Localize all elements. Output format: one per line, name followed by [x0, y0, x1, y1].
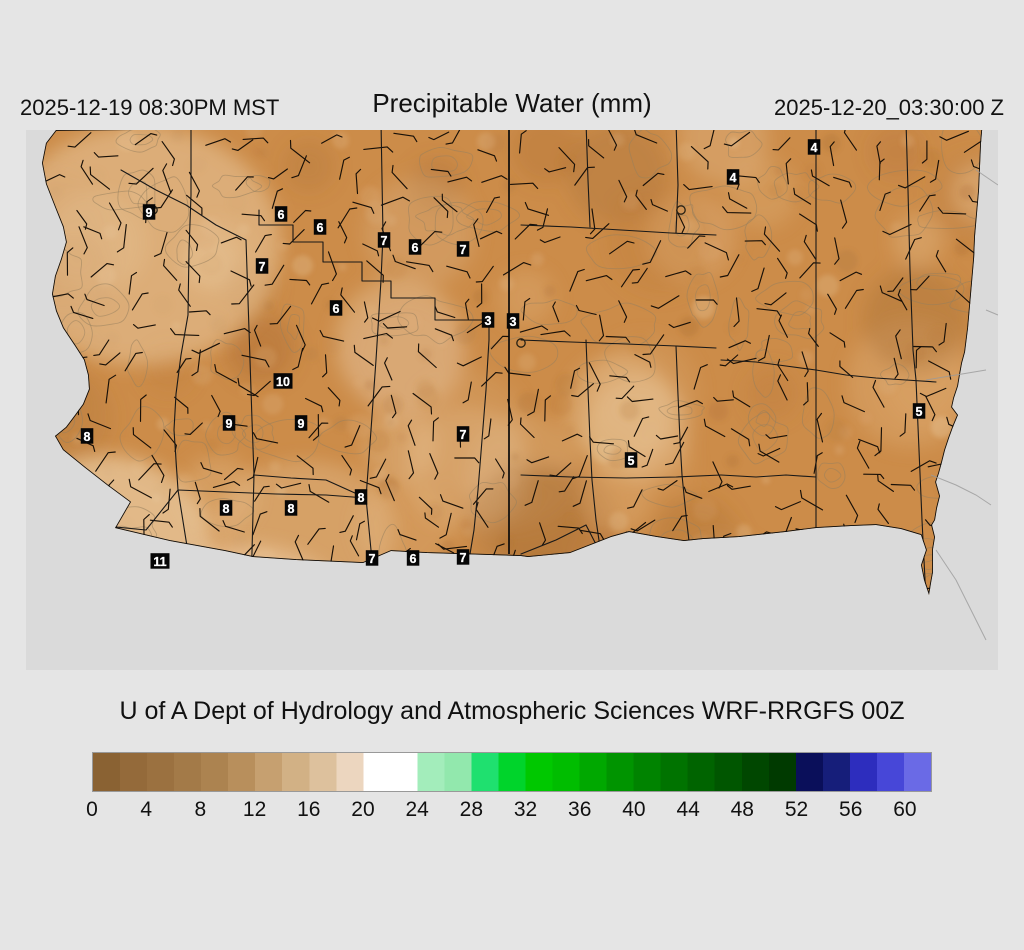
svg-text:10: 10 [276, 375, 290, 389]
svg-text:3: 3 [510, 315, 517, 329]
svg-text:6: 6 [412, 241, 419, 255]
svg-text:8: 8 [288, 502, 295, 516]
svg-text:6: 6 [333, 302, 340, 316]
svg-text:8: 8 [84, 430, 91, 444]
svg-text:3: 3 [485, 314, 492, 328]
svg-text:6: 6 [410, 552, 417, 566]
svg-text:9: 9 [146, 206, 153, 220]
svg-text:8: 8 [358, 491, 365, 505]
svg-text:7: 7 [369, 552, 376, 566]
svg-text:4: 4 [730, 171, 737, 185]
svg-text:5: 5 [916, 405, 923, 419]
svg-text:7: 7 [259, 260, 266, 274]
svg-text:9: 9 [298, 417, 305, 431]
svg-text:5: 5 [628, 454, 635, 468]
svg-text:7: 7 [381, 234, 388, 248]
svg-text:8: 8 [223, 502, 230, 516]
svg-text:7: 7 [460, 243, 467, 257]
svg-text:9: 9 [226, 417, 233, 431]
svg-text:6: 6 [317, 221, 324, 235]
svg-text:6: 6 [278, 208, 285, 222]
svg-text:11: 11 [153, 555, 166, 569]
svg-text:7: 7 [460, 551, 467, 565]
svg-text:4: 4 [811, 141, 818, 155]
svg-text:7: 7 [460, 428, 467, 442]
